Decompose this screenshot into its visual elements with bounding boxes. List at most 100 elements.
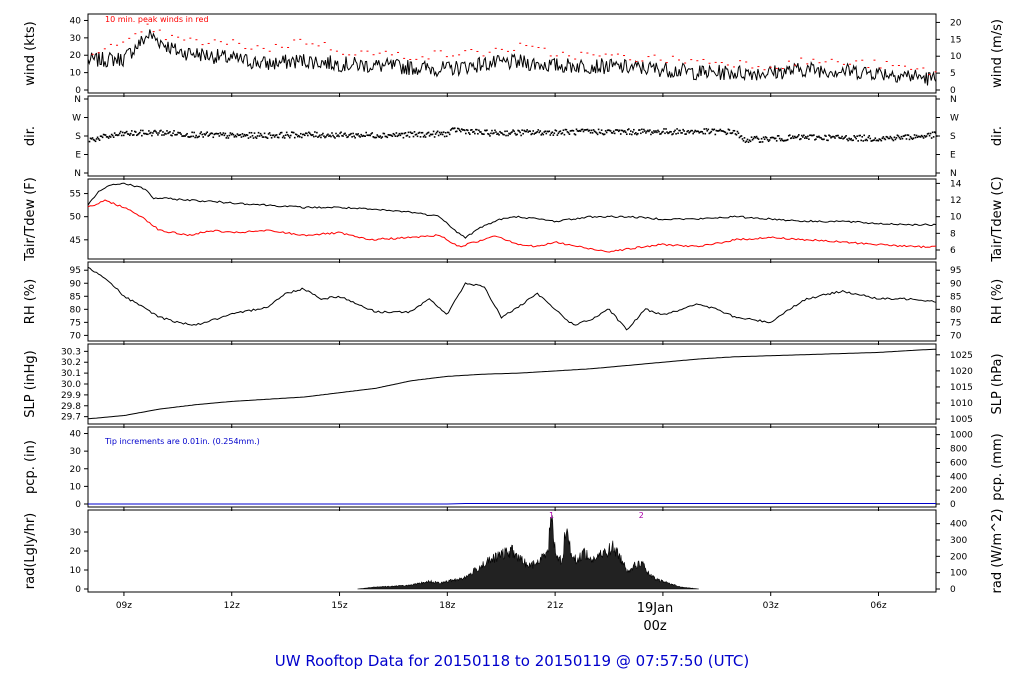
- dir-point: [733, 129, 736, 132]
- dir-point: [94, 140, 97, 143]
- dir-point: [588, 129, 591, 132]
- dir-point: [114, 134, 117, 136]
- dir-point: [929, 132, 932, 135]
- dir-point: [130, 130, 133, 132]
- right-tick-label: 400: [950, 520, 967, 530]
- dir-point: [659, 133, 661, 135]
- dir-point: [455, 130, 458, 133]
- dir-point: [593, 130, 596, 133]
- dir-point: [124, 131, 127, 134]
- dir-point: [894, 138, 897, 141]
- dir-point: [707, 128, 710, 131]
- dir-point: [209, 133, 212, 135]
- dir-point: [284, 134, 287, 137]
- dir-point: [377, 135, 380, 138]
- dir-point: [355, 133, 357, 135]
- peak-wind-mark: [213, 39, 216, 41]
- right-tick-label: 8: [950, 229, 956, 239]
- peak-wind-mark: [439, 50, 442, 52]
- dir-point: [834, 137, 836, 139]
- y-axis-label-left: rad(Lgly/hr): [23, 513, 38, 589]
- dir-point: [111, 134, 114, 137]
- dir-point: [716, 130, 719, 132]
- dir-point: [216, 132, 219, 135]
- dir-point: [282, 135, 285, 137]
- peak-wind-mark: [787, 60, 790, 62]
- dir-point: [290, 131, 293, 133]
- peak-wind-mark: [494, 47, 497, 49]
- x-tick-label: 21z: [547, 601, 563, 611]
- dir-point: [506, 130, 508, 133]
- dir-point: [404, 132, 407, 134]
- peak-wind-mark: [409, 59, 412, 61]
- y-axis-label-right: rad (W/m^2): [990, 509, 1005, 594]
- dir-point: [325, 135, 327, 138]
- dir-point: [792, 137, 795, 139]
- peak-wind-mark: [775, 67, 778, 69]
- right-tick-label: 10: [950, 52, 962, 62]
- dir-point: [192, 135, 194, 138]
- right-tick-label: 6: [950, 246, 956, 256]
- dir-point: [713, 128, 716, 131]
- dir-point: [392, 132, 395, 135]
- peak-wind-mark: [671, 55, 674, 57]
- peak-wind-mark: [397, 51, 400, 53]
- dir-point: [585, 128, 588, 131]
- rad-area: [357, 515, 699, 590]
- dir-point: [278, 133, 281, 136]
- x-tick-label: 18z: [439, 601, 455, 611]
- dir-point: [809, 134, 811, 137]
- peak-wind-mark: [769, 66, 772, 68]
- dir-point: [264, 136, 267, 138]
- dir-point: [379, 135, 382, 137]
- dir-point: [280, 131, 283, 134]
- peak-wind-mark: [690, 59, 693, 61]
- peak-wind-mark: [464, 50, 467, 52]
- dir-point: [560, 132, 563, 135]
- right-tick-label: 200: [950, 486, 967, 496]
- dir-point: [720, 130, 723, 132]
- dir-point: [511, 131, 513, 133]
- dir-point: [836, 134, 838, 137]
- dir-point: [595, 132, 598, 134]
- dir-point: [785, 139, 788, 142]
- dir-point: [670, 131, 672, 133]
- dir-point: [796, 136, 798, 139]
- dir-point: [637, 132, 639, 135]
- peak-wind-mark: [836, 61, 839, 63]
- dir-point: [578, 129, 581, 132]
- y-axis-label-right: SLP (hPa): [990, 353, 1005, 414]
- dir-point: [101, 136, 104, 139]
- dir-point: [930, 137, 933, 139]
- peak-wind-mark: [189, 37, 192, 39]
- dir-point: [553, 132, 556, 135]
- dir-point: [722, 130, 725, 132]
- peak-wind-mark: [885, 60, 888, 62]
- dir-point: [240, 136, 243, 138]
- dir-point: [541, 132, 544, 135]
- dir-point: [447, 131, 450, 134]
- dir-point: [440, 131, 443, 134]
- dir-point: [609, 130, 612, 132]
- dir-point: [367, 134, 370, 137]
- dir-point: [187, 135, 189, 138]
- dir-point: [102, 133, 105, 136]
- dir-point: [131, 134, 134, 136]
- dir-point: [172, 132, 174, 135]
- left-tick-label: 30.0: [61, 380, 81, 390]
- dir-point: [691, 129, 693, 132]
- dir-point: [302, 133, 304, 136]
- dir-point: [549, 134, 552, 136]
- dir-point: [903, 135, 906, 137]
- dir-point: [252, 137, 255, 139]
- dir-point: [904, 134, 907, 136]
- dir-point: [711, 128, 714, 131]
- dir-point: [161, 134, 163, 136]
- dir-point: [737, 132, 740, 135]
- dir-point: [177, 131, 179, 134]
- left-tick-label: 45: [70, 236, 81, 246]
- peak-wind-mark: [531, 45, 534, 47]
- dir-point: [259, 132, 262, 135]
- dir-point: [166, 130, 168, 132]
